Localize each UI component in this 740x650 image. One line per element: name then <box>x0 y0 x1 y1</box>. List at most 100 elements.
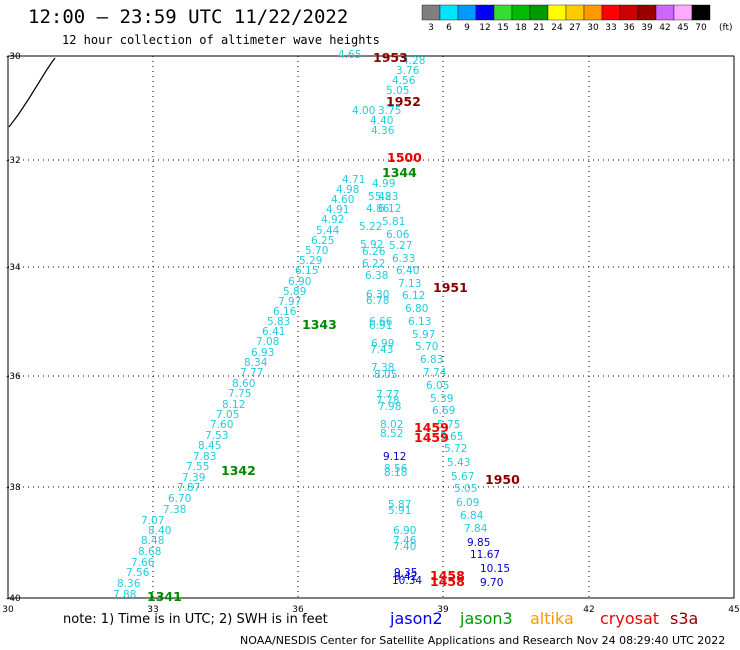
coastline <box>8 57 56 128</box>
wave-height-value: 6.33 <box>392 253 415 265</box>
wave-height-value: 6.05 <box>426 380 449 392</box>
pass-time-label: 1953 <box>373 50 408 65</box>
wave-height-value: 9.12 <box>383 451 406 463</box>
wave-height-value: 7.05 <box>216 409 239 421</box>
wave-height-value: 6.91 <box>369 320 392 332</box>
wave-height-value: 3.76 <box>396 65 420 77</box>
color-swatch-18 <box>511 4 531 21</box>
wave-height-value: 6.90 <box>288 276 311 288</box>
pass-time-label: 1459 <box>414 430 449 445</box>
wave-height-value: 4.91 <box>326 204 349 216</box>
latitude-label: -30 <box>6 52 21 62</box>
color-swatch-label: 18 <box>515 23 527 33</box>
wave-height-value: 4.36 <box>371 125 395 137</box>
longitude-label: 33 <box>147 605 158 615</box>
wave-height-value: 6.99 <box>371 338 394 350</box>
wave-height-value: 6.84 <box>460 510 484 522</box>
wave-height-value: 8.40 <box>148 525 171 537</box>
wave-height-value: 5.65 <box>440 431 463 443</box>
wave-height-value: 6.12 <box>402 290 425 302</box>
wave-height-value: 6.26 <box>362 246 386 258</box>
pass-time-label: 1343 <box>302 317 337 332</box>
color-swatch-33 <box>601 4 621 21</box>
wave-height-value: 6.41 <box>262 326 285 338</box>
pass-time-label: 1459 <box>414 420 449 435</box>
wave-height-value: 6.78 <box>366 295 389 307</box>
wave-height-value: 5.05 <box>386 85 409 97</box>
wave-height-value: 8.56 <box>384 463 408 475</box>
wave-height-value: 6.09 <box>456 497 479 509</box>
color-swatch-label: 15 <box>497 23 508 33</box>
wave-height-value: 7.56 <box>126 567 150 579</box>
wave-height-value: 8.52 <box>380 428 403 440</box>
legend-jason3: jason3 <box>460 609 513 628</box>
wave-height-value: 5.39 <box>430 393 453 405</box>
page-subtitle: 12 hour collection of altimeter wave hei… <box>62 33 380 47</box>
wave-height-value: 6.12 <box>378 203 401 215</box>
color-swatch-label: 45 <box>677 23 688 33</box>
wave-height-value: 8.48 <box>141 535 164 547</box>
wave-height-value: 6.16 <box>273 306 297 318</box>
map-frame <box>7 55 735 599</box>
wave-height-value: 5.70 <box>415 341 438 353</box>
wave-height-value: 9.70 <box>480 577 503 589</box>
color-swatch-24 <box>547 4 567 21</box>
wave-height-value: 5.05 <box>454 483 477 495</box>
wave-height-value: 6.40 <box>396 265 419 277</box>
pass-time-label: 1950 <box>485 472 520 487</box>
longitude-label: 39 <box>437 605 449 615</box>
wave-height-value: 5.81 <box>382 216 405 228</box>
latitude-label: -32 <box>6 156 21 166</box>
color-swatch-label: 30 <box>587 23 599 33</box>
wave-height-value: 5.91 <box>388 505 411 517</box>
latitude-label: -34 <box>6 263 21 273</box>
wave-height-value: 5.27 <box>389 240 412 252</box>
wave-height-value: 7.60 <box>210 419 233 431</box>
wave-height-value: 8.60 <box>232 378 255 390</box>
color-swatch-label: 21 <box>533 23 544 33</box>
wave-height-value: 7.66 <box>131 557 155 569</box>
wave-height-value: 6.70 <box>168 493 191 505</box>
wave-height-value: 4.00 <box>352 105 375 117</box>
wave-height-value: 5.43 <box>447 457 470 469</box>
wave-height-value: 7.87 <box>177 482 200 494</box>
wave-height-value: 6.06 <box>386 229 410 241</box>
wave-height-value: 7.55 <box>186 461 209 473</box>
wave-height-value: 4.98 <box>336 184 359 196</box>
pass-time-label: 1951 <box>433 280 468 295</box>
latitude-label: -38 <box>6 483 21 493</box>
wave-height-value: 10.34 <box>392 575 422 587</box>
wave-height-value: 8.45 <box>198 440 221 452</box>
color-swatch-30 <box>583 4 603 21</box>
wave-height-value: 7.43 <box>370 344 393 356</box>
color-swatch-label: 70 <box>695 23 707 33</box>
wave-height-value: 4.71 <box>342 174 365 186</box>
wave-height-value: 6.66 <box>369 316 393 328</box>
longitude-labels: 30 33 36 39 42 45 <box>2 605 739 615</box>
color-scale-unit: (ft) <box>719 23 733 33</box>
wave-height-value: 7.77 <box>376 389 399 401</box>
wave-height-value: 7.13 <box>398 278 421 290</box>
color-swatch-label: 9 <box>464 23 470 33</box>
color-swatch-6 <box>439 4 459 21</box>
longitude-label: 45 <box>728 605 739 615</box>
wave-height-value: 8.05 <box>374 369 397 381</box>
wave-height-value: 7.08 <box>256 336 279 348</box>
wave-height-value: 7.74 <box>423 367 447 379</box>
wave-height-value: 3.75 <box>378 105 401 117</box>
wave-height-value: 10.15 <box>480 563 510 575</box>
wave-height-value: 6.93 <box>251 347 274 359</box>
longitude-label: 36 <box>292 605 304 615</box>
color-swatch-label: 12 <box>479 23 490 33</box>
wave-height-value: 7.78 <box>376 395 399 407</box>
pass-time-label: 1500 <box>387 150 422 165</box>
color-swatch-39 <box>637 4 657 21</box>
color-swatch-3 <box>421 4 441 21</box>
color-swatch-label: 36 <box>623 23 635 33</box>
wave-height-value: 4.56 <box>392 75 416 87</box>
legend-s3a: s3a <box>670 609 699 628</box>
wave-height-value: 6.69 <box>432 405 455 417</box>
wave-height-value: 4.92 <box>321 214 344 226</box>
wave-height-value: 7.46 <box>393 535 417 547</box>
